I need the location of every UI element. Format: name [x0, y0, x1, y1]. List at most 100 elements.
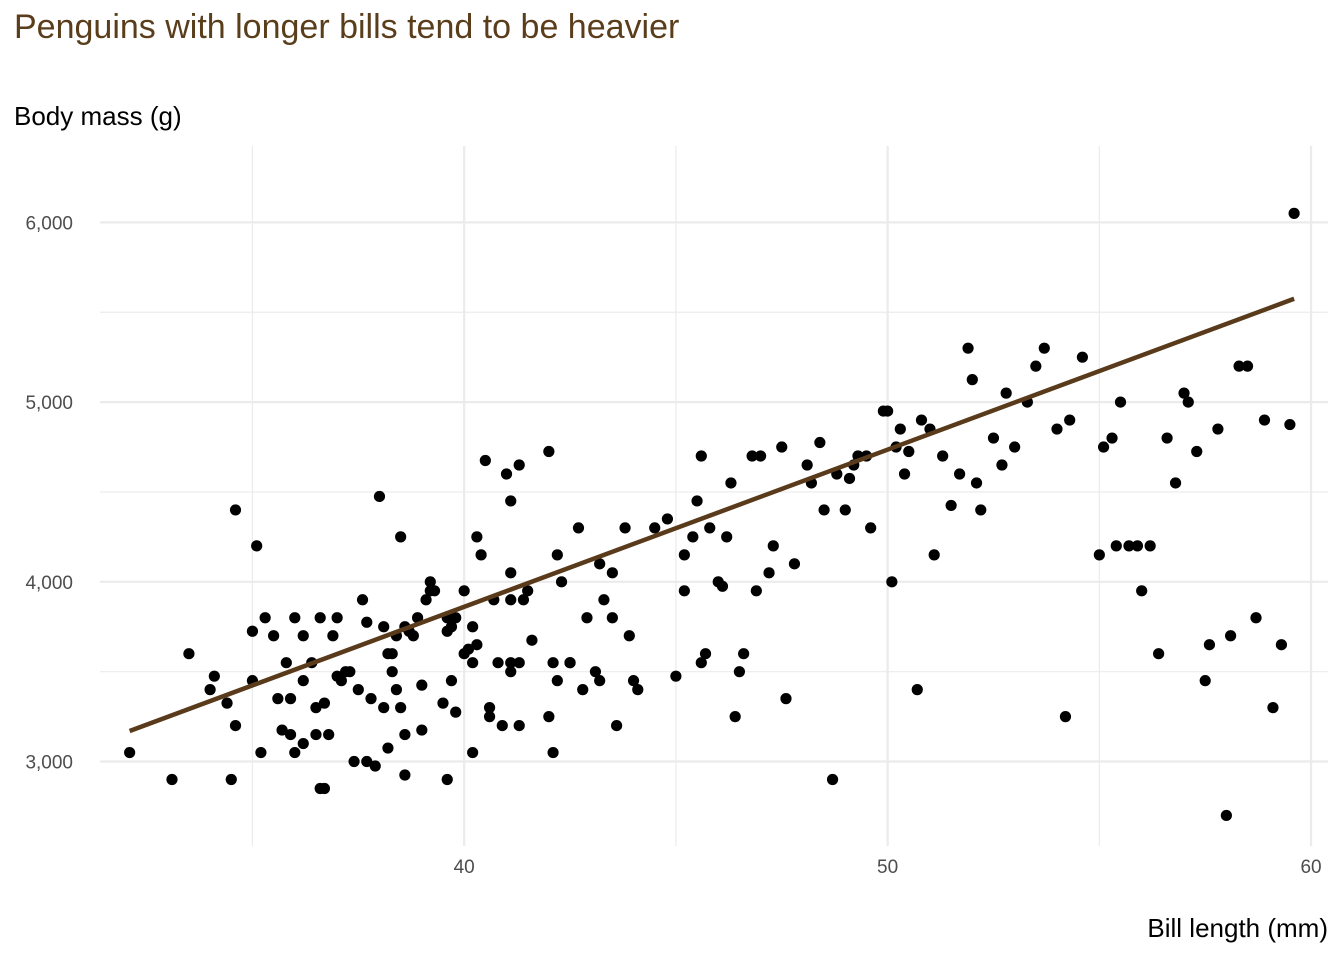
data-point [780, 693, 792, 705]
data-point [441, 773, 453, 786]
data-point [801, 459, 813, 471]
data-point [1250, 612, 1262, 624]
data-point [1114, 396, 1127, 408]
data-point [284, 728, 297, 741]
data-point [1191, 445, 1203, 458]
data-point [627, 675, 640, 687]
data-point [399, 769, 411, 781]
data-point [767, 540, 779, 552]
data-point [1110, 540, 1122, 552]
data-point [378, 621, 390, 633]
data-point [390, 684, 403, 696]
data-point [289, 746, 301, 759]
data-point [699, 648, 712, 660]
y-tick-label: 6,000 [25, 213, 73, 234]
data-point [1203, 639, 1216, 651]
data-point [911, 684, 923, 696]
data-point [276, 724, 288, 736]
data-point [1233, 360, 1245, 372]
data-point [513, 719, 525, 732]
data-point [280, 657, 292, 669]
data-point [467, 621, 479, 633]
data-point [903, 445, 915, 458]
data-point [318, 782, 331, 795]
data-point [915, 414, 928, 426]
data-point [1106, 432, 1118, 444]
data-point [272, 693, 284, 705]
data-point [318, 697, 331, 709]
data-point [704, 522, 716, 534]
data-point [297, 737, 309, 750]
data-point [678, 549, 690, 561]
data-point [458, 585, 470, 597]
data-point [1059, 711, 1072, 723]
data-point [678, 585, 690, 597]
data-point [505, 567, 517, 579]
data-point [818, 504, 830, 516]
data-point [221, 697, 233, 709]
data-point [361, 616, 373, 628]
data-point [1064, 414, 1076, 426]
data-point [471, 639, 483, 651]
data-point [1038, 342, 1050, 354]
data-point [661, 513, 674, 525]
data-point [788, 558, 801, 570]
data-point [1220, 809, 1232, 822]
data-point [1258, 414, 1271, 426]
major-gridlines [100, 146, 1328, 846]
data-point [373, 490, 386, 503]
data-point [369, 760, 381, 772]
data-point [814, 436, 826, 449]
y-tick-label: 5,000 [25, 393, 73, 414]
data-point [589, 666, 602, 678]
data-point [1169, 477, 1182, 489]
data-point [670, 670, 682, 682]
data-point [297, 675, 309, 687]
data-point [733, 666, 746, 678]
x-axis-ticks: 40 50 60 [454, 857, 1322, 878]
data-point [475, 549, 487, 561]
data-point [865, 522, 877, 534]
data-point [695, 657, 707, 669]
data-point [500, 468, 513, 480]
data-point [606, 567, 618, 579]
data-point [1136, 585, 1148, 597]
data-point [1212, 423, 1224, 435]
data-point [623, 630, 635, 642]
data-point [1051, 423, 1063, 435]
x-axis-label: Bill length (mm) [1147, 913, 1328, 943]
data-point [594, 558, 606, 570]
y-axis-ticks: 3,000 4,000 5,000 6,000 [25, 213, 73, 773]
data-point [229, 719, 242, 732]
data-point [208, 670, 220, 682]
data-point [124, 746, 136, 759]
data-point [424, 576, 436, 588]
data-point [826, 773, 839, 786]
data-point [776, 441, 788, 453]
data-point [395, 531, 407, 543]
data-point [937, 450, 949, 462]
data-point [1000, 387, 1012, 399]
data-point [763, 567, 775, 579]
data-point [445, 621, 458, 633]
y-tick-label: 3,000 [25, 753, 73, 774]
data-point [572, 522, 585, 534]
y-tick-label: 4,000 [25, 573, 73, 594]
data-point [1267, 702, 1279, 714]
data-point [594, 675, 606, 687]
data-point [928, 549, 940, 561]
data-point [467, 746, 479, 759]
data-point [1225, 630, 1237, 642]
data-point [420, 594, 432, 606]
data-point [344, 666, 356, 678]
data-point [517, 594, 530, 606]
data-point [505, 495, 517, 507]
y-axis-label: Body mass (g) [14, 101, 182, 131]
data-point [356, 594, 369, 606]
data-point [505, 666, 517, 678]
data-point [843, 472, 856, 485]
data-point [382, 742, 394, 754]
data-point [361, 755, 373, 768]
data-point [746, 450, 758, 462]
